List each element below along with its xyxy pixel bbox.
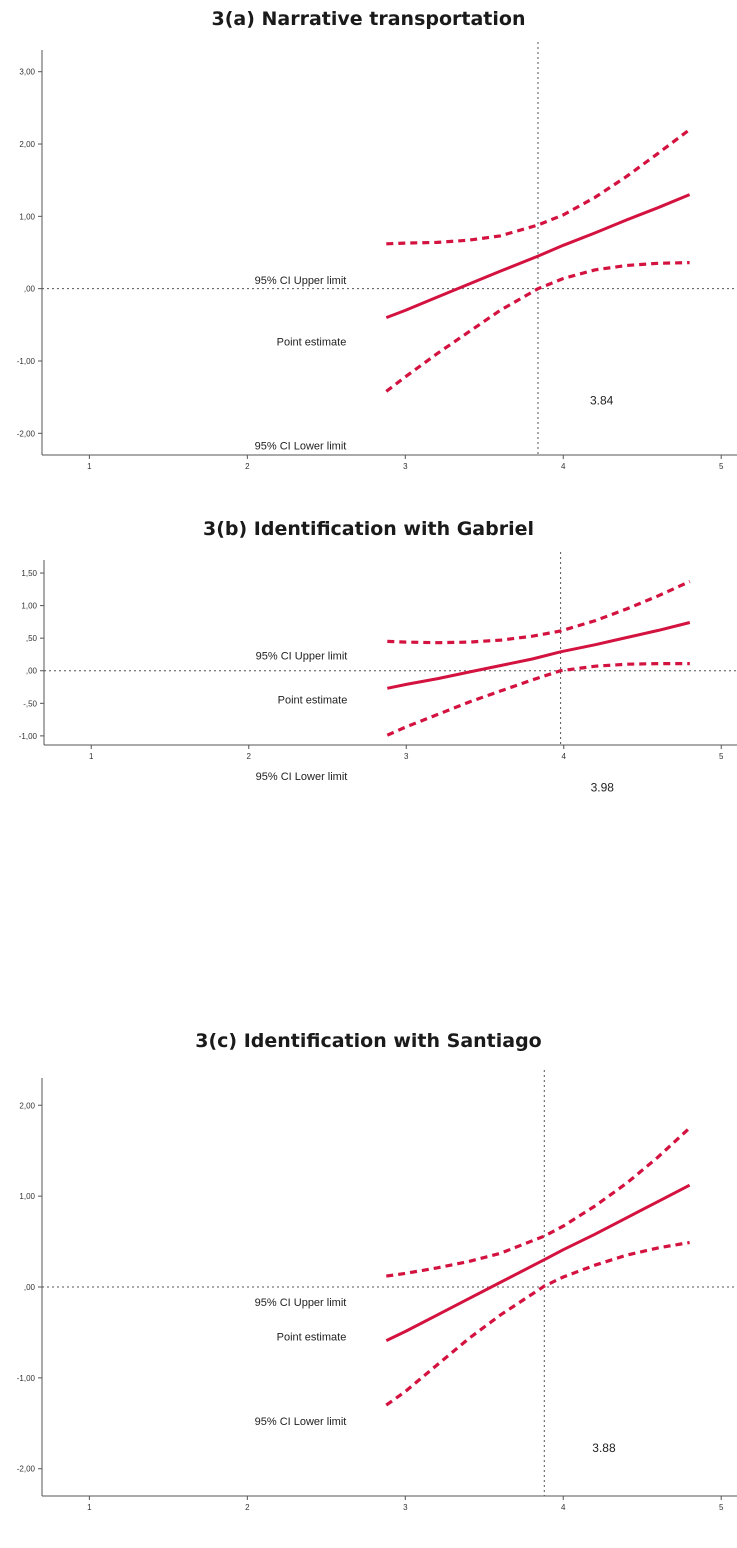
- y-tick-label: 1,00: [19, 1192, 35, 1201]
- threshold-annotation: 3.88: [592, 1441, 616, 1455]
- series-label: 95% CI Lower limit: [256, 771, 348, 783]
- x-tick-label: 5: [719, 752, 724, 761]
- series-line-95-ci-upper-limit: [386, 1126, 691, 1278]
- y-tick-label: -2,00: [17, 1465, 36, 1474]
- y-tick-label: 1,00: [19, 212, 35, 221]
- threshold-annotation: 3.84: [590, 394, 614, 408]
- series-label: 95% CI Lower limit: [255, 440, 347, 452]
- y-tick-label: 3,00: [19, 68, 35, 77]
- x-tick-label: 3: [403, 462, 408, 471]
- x-tick-label: 5: [719, 462, 724, 471]
- x-tick-label: 1: [87, 462, 92, 471]
- series-label: 95% CI Upper limit: [256, 650, 348, 662]
- series-line-95-ci-lower-limit: [386, 661, 690, 737]
- chart-title-b: 3(b) Identification with Gabriel: [202, 518, 535, 540]
- x-tick-label: 4: [561, 1503, 566, 1512]
- y-tick-label: 1,50: [21, 569, 37, 578]
- series-line-95-ci-upper-limit: [387, 580, 691, 645]
- x-tick-label: 2: [245, 462, 250, 471]
- x-tick-label: 3: [404, 752, 409, 761]
- series-label: 95% CI Upper limit: [255, 275, 347, 287]
- y-tick-label: ,00: [24, 1283, 36, 1292]
- series-label: 95% CI Upper limit: [255, 1297, 347, 1309]
- x-tick-label: 4: [561, 462, 566, 471]
- x-tick-label: 1: [87, 1503, 92, 1512]
- y-tick-label: ,00: [24, 285, 36, 294]
- x-tick-label: 3: [403, 1503, 408, 1512]
- y-tick-label: 1,00: [21, 602, 37, 611]
- series-label: Point estimate: [277, 1332, 347, 1344]
- series-label: Point estimate: [278, 694, 348, 706]
- series-line-point-estimate: [385, 193, 691, 320]
- y-tick-label: -1,00: [17, 1374, 36, 1383]
- threshold-annotation: 3.98: [591, 781, 615, 795]
- y-tick-label: -2,00: [17, 429, 36, 438]
- series-line-95-ci-lower-limit: [385, 261, 690, 393]
- y-tick-label: -1,00: [17, 357, 36, 366]
- x-tick-label: 2: [247, 752, 252, 761]
- series-line-point-estimate: [385, 1183, 691, 1342]
- chart-panel-a: 3,00 2,00 1,00 ,00 -1,00 -2,00 1 2 3 4 5 95% CI Upp…: [17, 42, 737, 471]
- chart-title-c: 3(c) Identification with Santiago: [195, 1030, 542, 1052]
- y-tick-label: ,00: [26, 667, 38, 676]
- y-tick-label: -1,00: [19, 732, 38, 741]
- series-line-point-estimate: [386, 621, 691, 690]
- x-tick-label: 5: [719, 1503, 724, 1512]
- series-label: 95% CI Lower limit: [255, 1416, 347, 1428]
- series-label: Point estimate: [277, 337, 347, 349]
- y-tick-label: 2,00: [19, 1101, 35, 1110]
- series-line-95-ci-lower-limit: [385, 1240, 690, 1407]
- series-line-95-ci-upper-limit: [386, 128, 691, 246]
- chart-title-a: 3(a) Narrative transportation: [211, 8, 526, 30]
- y-tick-label: -,50: [23, 699, 37, 708]
- chart-panel-c: 2,00 1,00 ,00 -1,00 -2,00 1 2 3 4 5 95% CI Upper l…: [17, 1070, 737, 1512]
- y-tick-label: 2,00: [19, 140, 35, 149]
- chart-panel-b: 1,50 1,00 ,50 ,00 -,50 -1,00 1 2 3 4 5 95% CI Upper…: [19, 552, 737, 795]
- x-tick-label: 4: [562, 752, 567, 761]
- x-tick-label: 1: [89, 752, 94, 761]
- x-tick-label: 2: [245, 1503, 250, 1512]
- y-tick-label: ,50: [26, 634, 38, 643]
